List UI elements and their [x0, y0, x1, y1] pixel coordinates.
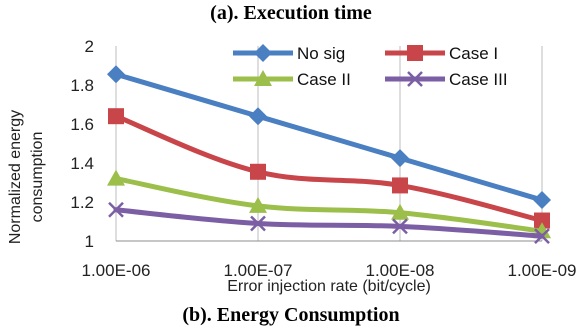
legend-item-no-sig: No sig: [233, 44, 345, 63]
y-tick-label: 1.8: [70, 76, 94, 95]
data-point-case-ii: [249, 196, 267, 213]
series-line-no-sig: [113, 71, 545, 203]
figure-title-bottom: (b). Energy Consumption: [182, 304, 400, 326]
axes-layer: 1 1.2 1.4 1.6 1.8 2 1.00E-06 1.00E-07 1.00E-08 1.…: [70, 37, 576, 280]
legend-item-case-i: Case I: [385, 44, 498, 63]
legend-item-case-ii: Case II: [233, 70, 351, 89]
legend-item-case-iii: Case III: [385, 70, 508, 89]
legend-label: Case III: [449, 70, 508, 89]
y-tick-label: 1.6: [70, 115, 94, 134]
legend-marker: [407, 71, 423, 87]
legend-marker: [407, 45, 423, 61]
legend-layer: No sig Case I Case II Case III: [233, 44, 508, 89]
legend-marker: [254, 44, 272, 62]
data-point-case-i: [534, 212, 550, 229]
data-point-no-sig: [391, 149, 409, 168]
x-axis-label: Error injection rate (bit/cycle): [227, 278, 431, 295]
series-layer: [107, 65, 551, 245]
y-tick-label: 1.2: [70, 193, 94, 212]
data-point-case-i: [250, 163, 266, 180]
legend-label: Case II: [297, 70, 351, 89]
y-tick-label: 1.4: [70, 154, 94, 173]
data-point-case-iii: [534, 228, 550, 245]
data-point-case-iii: [250, 215, 266, 232]
x-tick-label: 1.00E-09: [508, 261, 577, 280]
data-point-no-sig: [533, 191, 551, 210]
legend-label: Case I: [449, 44, 498, 63]
data-point-case-iii: [108, 201, 124, 218]
data-point-case-i: [392, 177, 408, 194]
data-point-case-ii: [107, 169, 125, 186]
data-point-case-i: [108, 108, 124, 125]
x-tick-label: 1.00E-08: [366, 261, 435, 280]
series-line-case-iii: [113, 207, 545, 239]
data-point-no-sig: [107, 65, 125, 84]
series-line-case-i: [113, 113, 545, 224]
legend-marker: [254, 70, 272, 86]
x-tick-label: 1.00E-07: [224, 261, 293, 280]
data-point-case-iii: [392, 218, 408, 235]
data-point-case-ii: [391, 203, 409, 220]
legend-label: No sig: [297, 44, 345, 63]
series-line-case-ii: [113, 176, 545, 234]
data-point-no-sig: [249, 107, 267, 126]
figure-title-top: (a). Execution time: [210, 2, 372, 24]
y-axis-label-line-1: Normalized energy: [7, 110, 24, 244]
y-tick-label: 1: [85, 232, 94, 251]
y-tick-label: 2: [85, 37, 94, 56]
y-axis-label-line-2: consumption: [29, 132, 46, 223]
x-tick-label: 1.00E-06: [82, 261, 151, 280]
